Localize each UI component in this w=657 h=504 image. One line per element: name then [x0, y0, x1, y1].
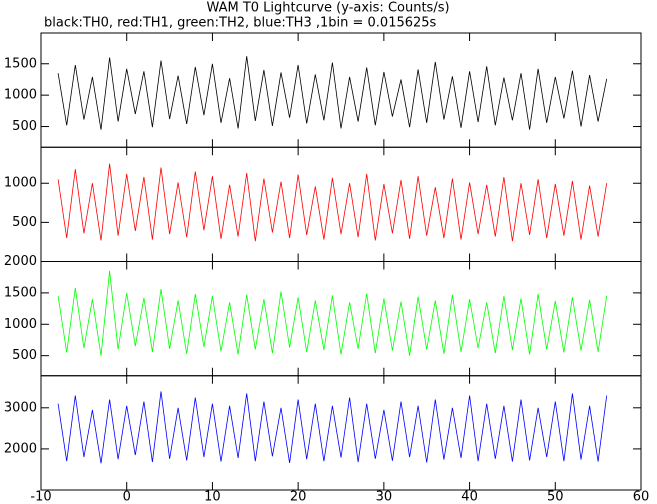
x-tick-label: 30: [376, 490, 393, 504]
data-line: [57, 391, 608, 464]
data-line: [57, 163, 608, 242]
y-tick-label: 500: [12, 215, 37, 230]
panel-frame: [40, 375, 642, 491]
y-tick-label: 1500: [4, 285, 37, 300]
x-tick-label: -10: [30, 490, 51, 504]
y-tick-label: 1500: [4, 56, 37, 71]
data-line: [57, 270, 608, 356]
y-tick-label: 500: [12, 348, 37, 363]
data-line: [57, 56, 608, 130]
x-tick-label: 60: [633, 490, 650, 504]
y-tick-label: 1000: [4, 317, 37, 332]
y-tick-label: 1000: [4, 88, 37, 103]
chart-subtitle: black:TH0, red:TH1, green:TH2, blue:TH3 …: [44, 16, 437, 31]
x-tick-label: 10: [204, 490, 221, 504]
y-tick-label: 500: [12, 119, 37, 134]
x-tick-label: 20: [290, 490, 307, 504]
y-tick-label: 2000: [4, 254, 37, 269]
chart-title: WAM T0 Lightcurve (y-axis: Counts/s): [206, 1, 449, 16]
y-tick-label: 3000: [4, 400, 37, 415]
y-tick-label: 2000: [4, 441, 37, 456]
x-tick-label: 0: [123, 490, 131, 504]
x-tick-label: 50: [547, 490, 564, 504]
x-tick-label: 40: [461, 490, 478, 504]
y-tick-label: 1000: [4, 176, 37, 191]
